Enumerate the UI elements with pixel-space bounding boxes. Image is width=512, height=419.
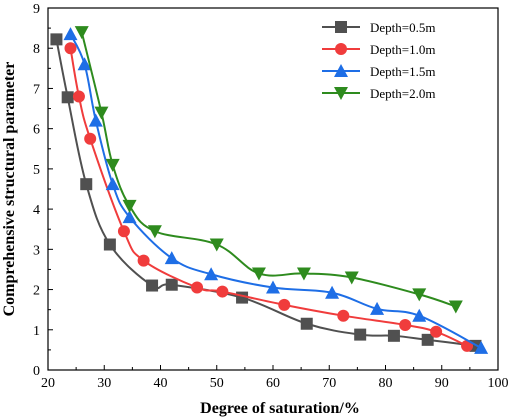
y-tick-label: 7 (33, 82, 40, 97)
data-point (105, 177, 120, 191)
data-point (216, 285, 229, 298)
data-point (430, 325, 443, 338)
data-point (474, 340, 489, 354)
data-point (88, 113, 103, 127)
legend-swatch-marker (334, 87, 348, 100)
y-tick-label: 8 (33, 42, 40, 57)
data-point (72, 90, 85, 103)
data-point (50, 33, 63, 46)
data-point (300, 317, 313, 330)
data-point (209, 238, 224, 252)
legend-label: Depth=1.5m (370, 64, 435, 79)
x-tick-label: 60 (266, 376, 280, 391)
data-point (370, 301, 385, 315)
x-tick-label: 70 (322, 376, 336, 391)
data-point (164, 251, 179, 265)
data-point (80, 178, 93, 191)
data-point (61, 91, 74, 104)
y-tick-label: 3 (33, 243, 40, 258)
legend-label: Depth=0.5m (370, 20, 435, 35)
data-point (84, 132, 97, 145)
data-point (122, 199, 137, 213)
data-point (137, 254, 150, 267)
x-tick-label: 40 (154, 376, 168, 391)
data-point (296, 267, 311, 281)
x-tick-label: 20 (41, 376, 55, 391)
data-point (448, 300, 463, 314)
x-tick-label: 50 (210, 376, 224, 391)
data-point (147, 225, 162, 239)
y-tick-label: 9 (33, 2, 40, 17)
legend-label: Depth=1.0m (370, 42, 435, 57)
data-point (64, 42, 77, 55)
x-tick-label: 100 (488, 376, 509, 391)
data-point (77, 57, 92, 71)
legend-swatch-marker (335, 43, 347, 55)
series-group (64, 42, 474, 352)
data-point (146, 279, 159, 292)
x-tick-label: 90 (435, 376, 449, 391)
y-tick-label: 6 (33, 123, 40, 138)
data-point (191, 281, 204, 294)
data-point (337, 309, 350, 322)
data-point (387, 329, 400, 342)
x-axis-title: Degree of saturation/% (200, 400, 360, 417)
data-point (204, 267, 219, 281)
data-point (117, 225, 130, 238)
legend-swatch-marker (335, 21, 347, 33)
data-point (266, 280, 280, 294)
data-point (122, 210, 137, 224)
y-tick-label: 0 (33, 364, 40, 379)
data-point (165, 278, 178, 291)
data-point (325, 285, 340, 299)
data-point (344, 271, 359, 285)
series-group (74, 26, 463, 314)
data-point (105, 158, 120, 172)
y-axis-title: Comprehensive structural parameter (1, 62, 18, 317)
data-point (412, 308, 427, 322)
data-point (74, 26, 89, 40)
data-point (103, 238, 116, 251)
y-tick-label: 5 (33, 163, 40, 178)
y-tick-label: 4 (33, 203, 40, 218)
y-tick-label: 2 (33, 284, 40, 299)
data-point (412, 288, 427, 302)
data-point (399, 318, 412, 331)
x-tick-label: 30 (97, 376, 111, 391)
legend-label: Depth=2.0m (370, 86, 435, 101)
data-point (354, 328, 367, 341)
data-point (251, 267, 266, 281)
data-point (421, 333, 434, 346)
data-point (278, 298, 291, 311)
y-tick-label: 1 (33, 324, 40, 339)
data-point (63, 27, 78, 41)
legend-swatch-marker (334, 64, 348, 77)
data-point (94, 106, 109, 120)
x-tick-label: 80 (379, 376, 393, 391)
series-group (63, 27, 489, 354)
